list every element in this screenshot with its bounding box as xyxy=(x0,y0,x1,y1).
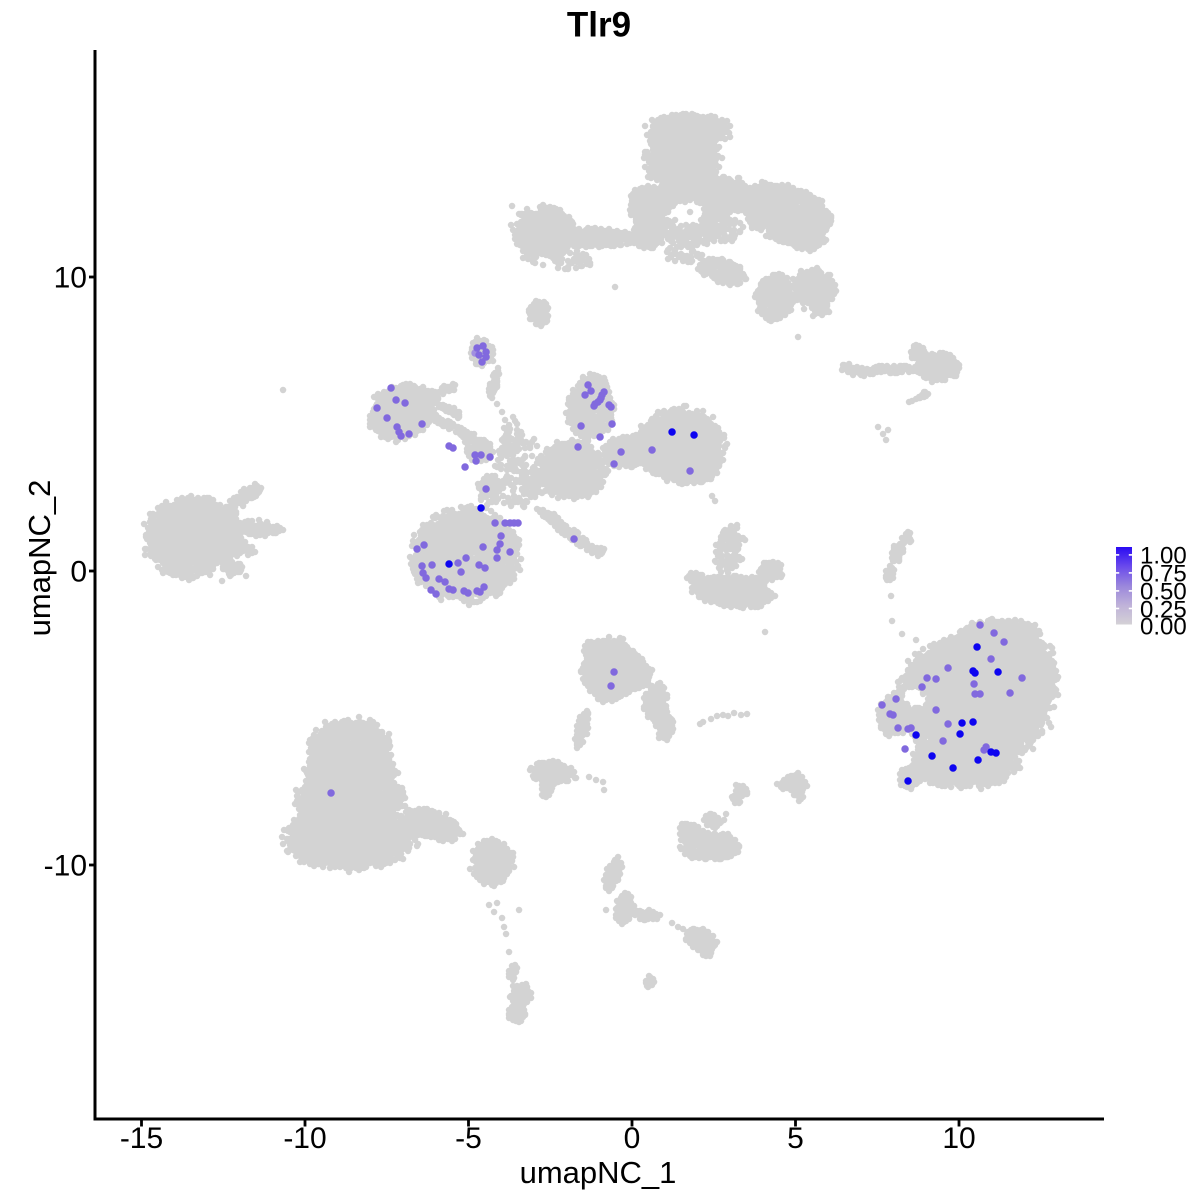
svg-text:0: 0 xyxy=(624,1122,641,1155)
svg-text:0.75: 0.75 xyxy=(1140,561,1187,588)
svg-text:5: 5 xyxy=(787,1122,804,1155)
svg-text:-5: -5 xyxy=(455,1122,482,1155)
svg-text:-15: -15 xyxy=(120,1122,163,1155)
svg-text:0.00: 0.00 xyxy=(1140,614,1187,641)
svg-text:umapNC_2: umapNC_2 xyxy=(22,480,57,637)
svg-text:umapNC_1: umapNC_1 xyxy=(520,1155,677,1190)
svg-text:10: 10 xyxy=(942,1122,975,1155)
svg-text:0: 0 xyxy=(70,556,87,589)
svg-text:Tlr9: Tlr9 xyxy=(567,6,631,45)
svg-text:1.00: 1.00 xyxy=(1140,543,1187,570)
svg-text:0.25: 0.25 xyxy=(1140,596,1187,623)
svg-text:10: 10 xyxy=(54,262,87,295)
svg-text:0.50: 0.50 xyxy=(1140,579,1187,606)
svg-text:-10: -10 xyxy=(283,1122,326,1155)
svg-text:-10: -10 xyxy=(44,850,87,883)
